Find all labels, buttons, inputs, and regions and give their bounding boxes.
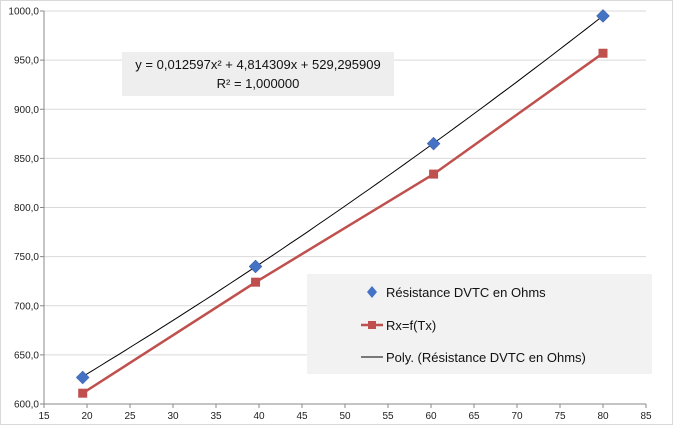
y-tick-labels: 600,0 650,0 700,0 750,0 800,0 850,0 900,0 950,0… — [8, 7, 39, 411]
resistance-diamond-marker — [75, 370, 90, 385]
x-tick-label: 60 — [425, 411, 437, 422]
resistance-diamond-marker — [248, 259, 263, 274]
y-tick-label: 950,0 — [14, 56, 39, 67]
x-tick-label: 85 — [640, 411, 652, 422]
series-layer — [75, 9, 610, 398]
legend-square-marker — [368, 321, 376, 329]
x-tick-label: 30 — [167, 411, 179, 422]
x-tick-label: 50 — [339, 411, 351, 422]
rx-series-line — [82, 52, 604, 395]
legend-item-rx: Rx=f(Tx) — [361, 318, 436, 333]
legend-item-poly: Poly. (Résistance DVTC en Ohms) — [361, 350, 586, 365]
y-tick-label: 650,0 — [14, 350, 39, 361]
legend-diamond-marker — [367, 286, 377, 298]
x-tick-label: 65 — [468, 411, 480, 422]
y-tick-label: 850,0 — [14, 154, 39, 165]
x-tick-label: 45 — [296, 411, 308, 422]
rx-square-marker — [78, 388, 88, 398]
resistance-diamond-marker — [596, 9, 610, 23]
y-tick-label: 1000,0 — [8, 7, 39, 18]
x-tick-label: 35 — [210, 411, 222, 422]
trendline-equation-box: y = 0,012597x² + 4,814309x + 529,295909 … — [122, 52, 394, 96]
legend-item-resistance: Résistance DVTC en Ohms — [367, 285, 546, 300]
legend-label-resistance: Résistance DVTC en Ohms — [386, 285, 546, 300]
rx-square-marker — [429, 169, 439, 179]
equation-background — [122, 52, 394, 96]
x-tick-label: 15 — [38, 411, 50, 422]
x-tick-labels: 15 20 25 30 35 40 45 50 55 60 65 70 75 80 85 — [38, 411, 652, 422]
x-tick-label: 75 — [554, 411, 566, 422]
axes-layer — [40, 10, 647, 408]
x-tick-label: 40 — [253, 411, 265, 422]
y-tick-label: 750,0 — [14, 252, 39, 263]
x-tick-label: 20 — [81, 411, 93, 422]
x-tick-label: 25 — [124, 411, 136, 422]
x-tick-label: 55 — [382, 411, 394, 422]
legend-label-rx: Rx=f(Tx) — [386, 318, 436, 333]
poly-trendline — [82, 15, 604, 377]
y-tick-label: 700,0 — [14, 301, 39, 312]
legend: Résistance DVTC en Ohms Rx=f(Tx) Poly. (… — [307, 274, 652, 374]
y-tick-label: 800,0 — [14, 203, 39, 214]
rx-square-marker — [598, 48, 608, 58]
resistance-diamond-marker — [426, 136, 441, 151]
equation-line-2: R² = 1,000000 — [217, 76, 300, 91]
rx-square-marker — [251, 277, 261, 287]
equation-line-1: y = 0,012597x² + 4,814309x + 529,295909 — [135, 57, 380, 72]
y-tick-label: 900,0 — [14, 105, 39, 116]
x-tick-label: 70 — [511, 411, 523, 422]
y-tick-label: 600,0 — [14, 400, 39, 411]
x-tick-label: 80 — [597, 411, 609, 422]
legend-label-poly: Poly. (Résistance DVTC en Ohms) — [386, 350, 586, 365]
